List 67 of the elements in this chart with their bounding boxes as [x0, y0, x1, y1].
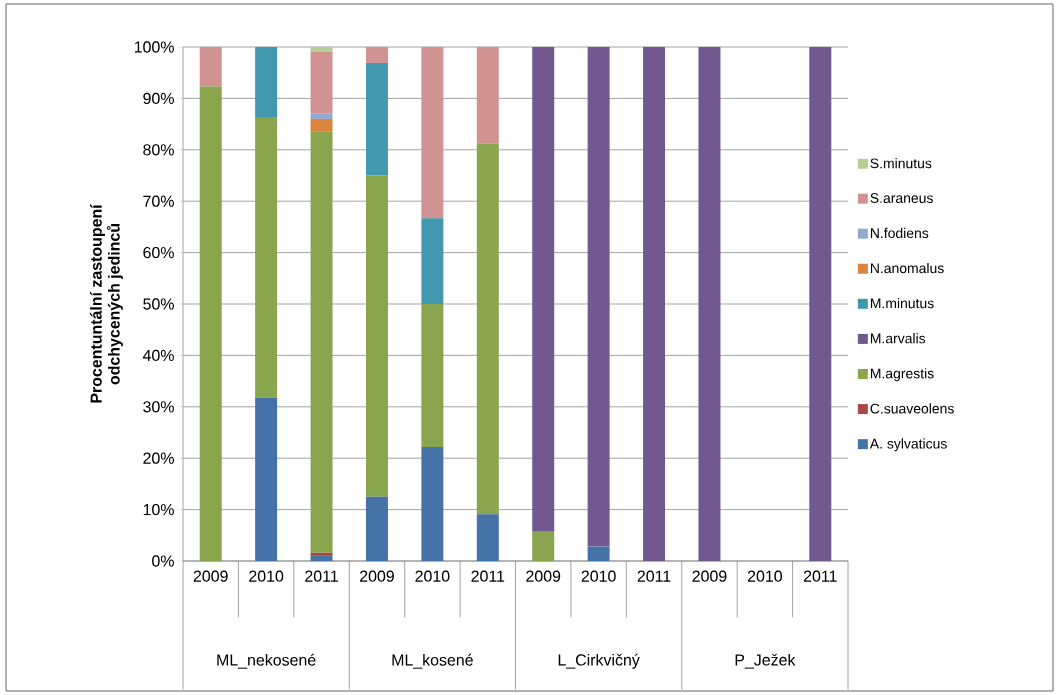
- bar: [476, 514, 499, 561]
- bar: [532, 531, 555, 561]
- y-tick-label: 20%: [143, 452, 174, 464]
- legend-label: S.araneus: [870, 193, 933, 203]
- y-tick-label: 10%: [143, 503, 174, 516]
- legend-label: N.anomalus: [870, 262, 944, 274]
- bar: [310, 131, 333, 553]
- bar: [421, 304, 444, 447]
- text: ML_nekosené: [217, 653, 316, 669]
- bar: [310, 113, 333, 119]
- bar: [476, 143, 499, 515]
- x-tick-label: 2010: [581, 570, 616, 582]
- bar: [310, 51, 333, 114]
- y-tick-label: 80%: [143, 144, 174, 156]
- x-tick-label: 2009: [692, 570, 727, 582]
- legend-label: M.agrestis: [870, 368, 934, 382]
- bar: [421, 218, 444, 304]
- bar: [365, 496, 388, 561]
- text: L_Cirkvičný: [558, 653, 640, 669]
- x-tick-label: 2011: [803, 570, 837, 582]
- bar: [809, 46, 832, 561]
- bar: [476, 46, 499, 144]
- bar: [532, 46, 555, 532]
- y-tick-label: 90%: [143, 92, 174, 105]
- bar: [199, 46, 222, 87]
- bar: [421, 446, 444, 561]
- bar: [587, 46, 610, 547]
- legend-label: M.arvalis: [870, 333, 926, 344]
- bar: [310, 46, 333, 52]
- x-tick-label: 2010: [747, 570, 782, 582]
- legend-label: M.minutus: [870, 298, 934, 309]
- x-tick-label: 2011: [637, 570, 671, 582]
- bar: [587, 546, 610, 561]
- bar: [199, 86, 222, 561]
- bar: [310, 552, 333, 556]
- text: P_Ježek: [735, 653, 796, 669]
- y-tick-label: 30%: [143, 401, 174, 413]
- legend-label: C.suaveolens: [870, 403, 954, 414]
- text: ML_kosené: [392, 653, 473, 669]
- x-tick-label: 2011: [305, 570, 338, 582]
- y-tick-label: 50%: [143, 298, 174, 310]
- bar: [310, 555, 333, 561]
- y-tick-label: 40%: [142, 349, 174, 362]
- bar: [421, 46, 444, 219]
- x-tick-label: 2009: [360, 570, 394, 582]
- bar: [255, 116, 278, 398]
- x-tick-label: 2009: [193, 570, 228, 582]
- x-tick-label: 2009: [526, 570, 561, 582]
- bar: [365, 62, 388, 176]
- bar: [365, 175, 388, 497]
- x-tick-label: 2010: [249, 570, 284, 582]
- legend-label: N.fodiens: [870, 227, 929, 239]
- y-tick-label: 60%: [143, 246, 174, 259]
- bar: [310, 118, 333, 132]
- x-tick-label: 2010: [415, 570, 450, 582]
- x-tick-label: 2011: [471, 570, 505, 582]
- bar: [255, 397, 278, 561]
- legend-label: S.minutus: [870, 158, 932, 169]
- legend-label: A. sylvaticus: [869, 438, 947, 452]
- bar: [365, 46, 388, 63]
- y-tick-label: 70%: [143, 195, 174, 207]
- y-tick-label: 0%: [152, 555, 174, 567]
- y-tick-label: 100%: [134, 41, 174, 53]
- bar: [698, 46, 721, 561]
- bar: [255, 46, 278, 117]
- y-axis-title: Procentuntální zastoupení odchycených jedinců: [89, 203, 123, 403]
- bar: [643, 46, 666, 561]
